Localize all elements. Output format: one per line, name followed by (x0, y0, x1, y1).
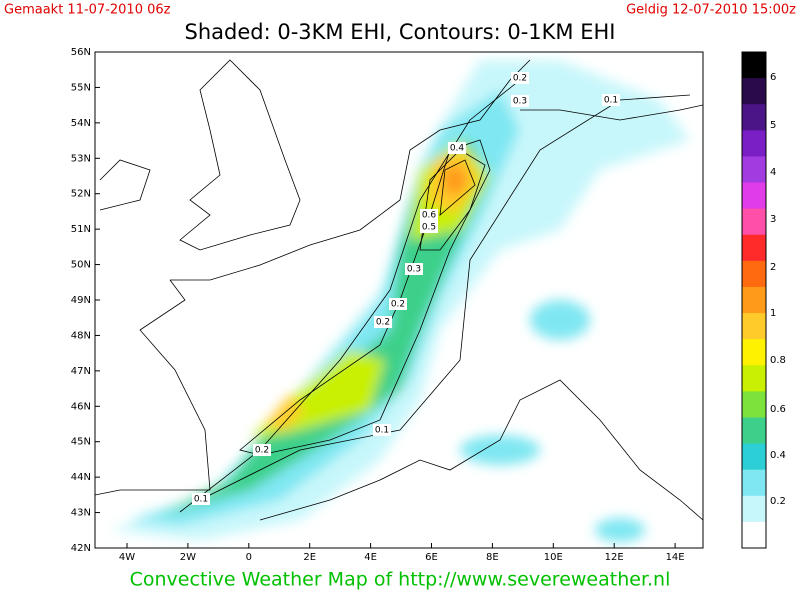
colorbar-label: 0.4 (770, 450, 786, 461)
colorbar-swatch (742, 469, 766, 497)
colorbar-swatch (742, 313, 766, 340)
contour-label: 0.2 (255, 446, 269, 456)
colorbar-swatch (742, 130, 766, 157)
colorbar-swatch (742, 208, 766, 236)
lon-label: 10E (544, 552, 563, 563)
contour-label: 0.2 (376, 318, 390, 328)
footer-credit: Convective Weather Map of http://www.sev… (130, 569, 671, 591)
contour-label-bg (374, 316, 392, 328)
lat-label: 44N (71, 472, 91, 483)
coastlines (95, 59, 703, 521)
lat-label: 43N (71, 508, 91, 519)
colorbar-swatch (742, 365, 766, 392)
colorbar-label: 1 (770, 308, 776, 319)
colorbar-swatch (742, 417, 766, 445)
lon-label: 4W (119, 552, 135, 563)
contour-label: 0.1 (194, 495, 208, 505)
colorbar-label: 0.2 (770, 496, 786, 507)
colorbar-swatch (742, 495, 766, 523)
colorbar-swatch (742, 78, 766, 105)
contour-labels: 0.20.3 0.10.40.60.50.30.20.20.10.20.1 (192, 72, 620, 505)
colorbar-swatch (742, 104, 766, 131)
colorbar-label: 4 (770, 167, 776, 178)
lat-label: 47N (71, 366, 91, 377)
lon-label: 12E (605, 552, 624, 563)
lat-label: 48N (71, 330, 91, 341)
lon-label: 8E (486, 552, 499, 563)
colorbar-label: 3 (770, 214, 776, 225)
contour-label-bg (602, 94, 620, 106)
lat-label: 45N (71, 437, 91, 448)
colorbar-swatch (742, 339, 766, 366)
contour-label-bg (511, 72, 529, 84)
colorbar-label: 0.8 (770, 355, 786, 366)
colorbar: 6 5 4 3 2 1 0.8 0.6 0.4 0.2 (741, 51, 786, 549)
lat-label: 50N (71, 260, 91, 271)
colorbar-label: 0.6 (770, 404, 786, 415)
contour-label: 0.2 (513, 74, 527, 84)
contour-label: 0.4 (450, 144, 465, 154)
contour-label-bg (405, 263, 423, 275)
lat-label: 51N (71, 224, 91, 235)
lat-label: 55N (71, 82, 91, 93)
colorbar-swatch (742, 234, 766, 262)
contour-label-bg (420, 209, 438, 221)
colorbar-swatch (742, 52, 766, 79)
colorbar-swatch (742, 443, 766, 471)
colorbar-label: 6 (770, 72, 776, 83)
contour-label: 0.3 (513, 97, 527, 107)
contour-label: 0.6 (422, 211, 437, 221)
contour-label-bg (389, 298, 407, 310)
colorbar-swatch (742, 286, 766, 314)
contour-label: 0.2 (391, 300, 405, 310)
colorbar-swatch (742, 260, 766, 288)
lat-label: 52N (71, 189, 91, 200)
lon-label: 6E (425, 552, 438, 563)
lon-label: 4E (364, 552, 377, 563)
lon-label: 2E (303, 552, 316, 563)
colorbar-swatch (742, 391, 766, 418)
lon-label: 2W (180, 552, 196, 563)
map-title: Shaded: 0-3KM EHI, Contours: 0-1KM EHI (185, 20, 616, 44)
lat-label: 42N (71, 543, 91, 554)
colorbar-swatch (742, 521, 766, 549)
contour-label: 0.3 (407, 265, 421, 275)
contour-label: 0.1 (375, 426, 389, 436)
issued-label: Gemaakt 11-07-2010 06z (4, 3, 171, 18)
valid-label: Geldig 12-07-2010 15:00z (626, 3, 796, 18)
contour-label-bg (253, 444, 271, 456)
colorbar-swatch (742, 182, 766, 210)
contour-label-bg (511, 95, 529, 107)
lon-label: 0 (246, 552, 252, 563)
contour-label-bg (373, 424, 391, 436)
contour-label-bg (192, 493, 210, 505)
contour-label-bg (420, 221, 438, 233)
lat-label: 54N (71, 118, 91, 129)
lon-label: 14E (666, 552, 685, 563)
colorbar-swatch (742, 156, 766, 184)
colorbar-label: 2 (770, 262, 776, 273)
contour-label-bg (448, 142, 466, 154)
lat-label: 53N (71, 153, 91, 164)
lat-label: 49N (71, 295, 91, 306)
contour-label: 0.1 (604, 96, 618, 106)
colorbar-frame (741, 51, 767, 549)
contour-label: 0.5 (422, 223, 436, 233)
colorbar-label: 5 (770, 120, 776, 131)
lat-label: 46N (71, 401, 91, 412)
lat-label: 56N (71, 47, 91, 58)
